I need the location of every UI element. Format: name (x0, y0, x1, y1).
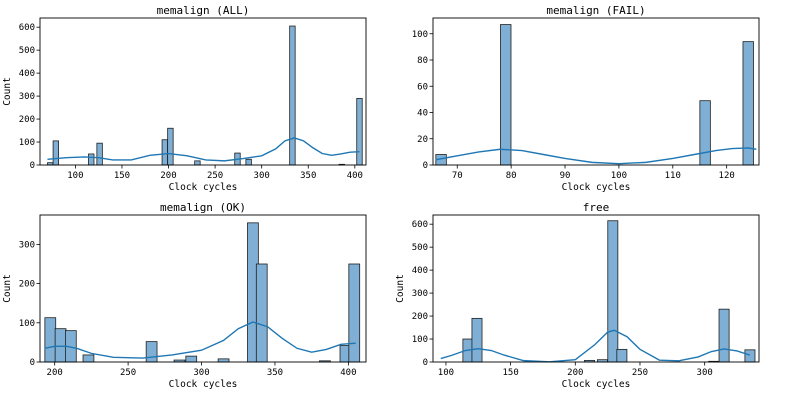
y-tick-label: 300 (412, 289, 428, 299)
y-tick-label: 100 (19, 138, 35, 148)
x-tick-label: 200 (47, 368, 63, 378)
histogram-bar (348, 263, 361, 363)
x-tick-label: 400 (340, 368, 356, 378)
x-tick-label: 350 (300, 171, 316, 181)
histogram-bar (744, 349, 756, 363)
chart-title: memalign (ALL) (157, 4, 250, 17)
x-tick-label: 90 (560, 171, 571, 181)
histogram-bar (54, 328, 67, 363)
y-tick-label: 0 (423, 358, 428, 368)
histogram-bar (356, 97, 363, 166)
histogram-bar (699, 100, 711, 166)
y-tick-label: 600 (412, 220, 428, 230)
x-axis-label: Clock cycles (562, 379, 631, 390)
y-tick-label: 60 (417, 82, 428, 92)
x-tick-label: 150 (114, 171, 130, 181)
y-axis-label: Count (2, 274, 13, 303)
chart-title: free (583, 201, 610, 214)
chart-title: memalign (FAIL) (546, 4, 645, 17)
y-tick-label: 200 (412, 312, 428, 322)
chart-panel-1: 100 150 200 250 300 350 400 0 100 200 300 400 500 600… (2, 4, 367, 193)
y-tick-label: 300 (19, 92, 35, 102)
x-tick-label: 200 (160, 171, 176, 181)
histogram-bar (167, 127, 174, 166)
x-tick-label: 250 (632, 368, 648, 378)
histogram-bar (44, 317, 57, 363)
kde-line (435, 147, 757, 165)
x-tick-label: 300 (254, 171, 270, 181)
y-tick-label: 0 (30, 161, 35, 171)
y-tick-label: 200 (19, 115, 35, 125)
x-tick-label: 400 (347, 171, 363, 181)
axes-frame (432, 17, 760, 166)
x-axis-label: Clock cycles (169, 379, 238, 390)
histogram-bar (718, 308, 730, 363)
x-tick-label: 80 (506, 171, 517, 181)
x-tick-label: 250 (120, 368, 136, 378)
x-tick-label: 110 (665, 171, 681, 181)
histogram-bar (145, 341, 158, 363)
histogram-bar (500, 24, 512, 166)
axes-frame (432, 214, 760, 363)
x-tick-label: 250 (207, 171, 223, 181)
y-tick-label: 20 (417, 135, 428, 145)
y-tick-label: 400 (19, 69, 35, 79)
x-tick-label: 150 (502, 368, 518, 378)
chart-title: memalign (OK) (160, 201, 246, 214)
histogram-bar (82, 354, 95, 363)
y-tick-label: 0 (30, 358, 35, 368)
y-tick-label: 100 (412, 335, 428, 345)
histogram-bar (616, 348, 628, 363)
histogram-bar (161, 139, 168, 166)
y-tick-label: 500 (412, 243, 428, 253)
histogram-bar (607, 220, 619, 363)
y-tick-label: 500 (19, 46, 35, 56)
y-tick-label: 100 (412, 30, 428, 40)
kde-line (44, 321, 356, 359)
y-tick-label: 600 (19, 23, 35, 33)
x-tick-label: 70 (452, 171, 463, 181)
x-tick-label: 350 (267, 368, 283, 378)
y-axis-label: Count (395, 274, 406, 303)
y-axis-label: Count (2, 77, 13, 106)
y-tick-label: 300 (19, 240, 35, 250)
kde-line (47, 137, 360, 162)
histogram-bar (245, 158, 252, 166)
chart-panel-3: 200 250 300 350 400 0 100 200 300 memalign (OK) Cl… (2, 201, 367, 390)
histogram-bar (217, 358, 230, 363)
y-tick-label: 40 (417, 109, 428, 119)
histogram-bar (742, 41, 754, 166)
x-tick-label: 300 (193, 368, 209, 378)
x-tick-label: 300 (697, 368, 713, 378)
y-tick-label: 80 (417, 56, 428, 66)
axes-frame (39, 17, 367, 166)
x-tick-label: 100 (438, 368, 454, 378)
axes-frame (39, 214, 367, 363)
x-tick-label: 100 (611, 171, 627, 181)
histogram-bar (96, 142, 103, 166)
x-axis-label: Clock cycles (562, 182, 631, 193)
y-tick-label: 400 (412, 266, 428, 276)
x-tick-label: 200 (567, 368, 583, 378)
histogram-bar (88, 153, 95, 166)
histogram-bar (185, 355, 198, 363)
x-tick-label: 120 (719, 171, 735, 181)
chart-panel-4: 100 150 200 250 300 0 100 200 300 400 500 600 free Cl… (395, 201, 760, 390)
y-tick-label: 200 (19, 280, 35, 290)
chart-panel-2: 70 80 90 100 110 120 0 20 40 60 80 100 memalign (FAI… (412, 4, 760, 193)
histogram-bar (471, 317, 483, 363)
x-axis-label: Clock cycles (169, 182, 238, 193)
histogram-bar (255, 263, 268, 363)
x-tick-label: 100 (67, 171, 83, 181)
y-tick-label: 0 (423, 161, 428, 171)
y-tick-label: 100 (19, 319, 35, 329)
histogram-bar (289, 25, 296, 166)
kde-line (440, 329, 751, 363)
histogram-bar (52, 140, 59, 166)
histogram-bar (194, 160, 201, 166)
